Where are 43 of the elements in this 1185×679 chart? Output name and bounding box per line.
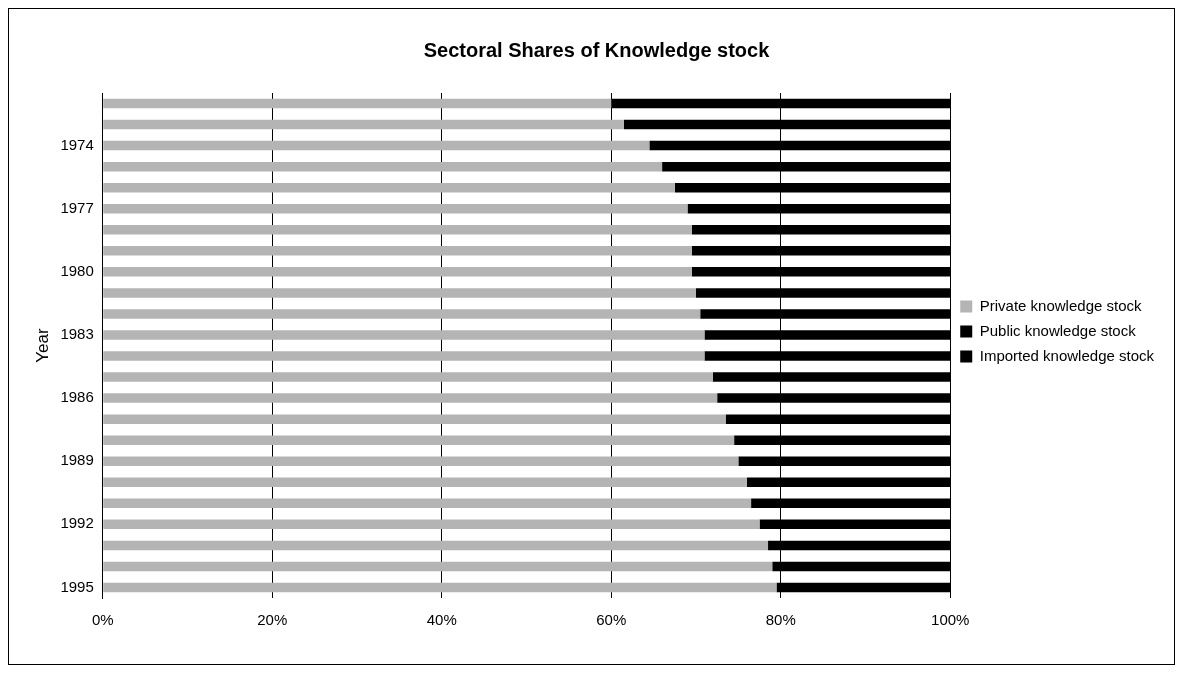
x-tick-label: 80% [765, 611, 796, 629]
bar [103, 561, 773, 572]
bar [103, 456, 739, 466]
bar [103, 267, 692, 277]
y-axis-title: Year [32, 327, 52, 363]
y-tick-label: 1989 [60, 451, 94, 469]
bar [103, 225, 692, 235]
y-tick-label: 1974 [60, 135, 94, 153]
bar [103, 330, 705, 340]
bar [103, 393, 718, 403]
bar [103, 246, 692, 256]
bar [103, 498, 752, 509]
bar [103, 435, 735, 445]
bar [103, 372, 713, 382]
bar [103, 414, 726, 424]
bar [103, 119, 624, 130]
y-tick-label: 1995 [60, 577, 94, 595]
bar [103, 519, 760, 530]
x-tick-label: 40% [426, 611, 457, 629]
legend-label: Private knowledge stock [979, 296, 1142, 314]
bar [103, 182, 675, 193]
y-tick-label: 1983 [60, 325, 94, 343]
bar [103, 140, 650, 151]
y-tick-label: 1977 [60, 198, 94, 216]
bar [103, 351, 705, 361]
bar [103, 288, 696, 298]
bar [103, 204, 688, 214]
bar [103, 477, 747, 488]
x-tick-label: 0% [91, 611, 114, 629]
legend-label: Imported knowledge stock [979, 346, 1155, 364]
y-tick-label: 1980 [60, 261, 94, 279]
x-tick-label: 60% [596, 611, 627, 629]
bar [103, 309, 701, 319]
x-tick-label: 20% [257, 611, 288, 629]
bar [103, 582, 777, 593]
legend-label: Public knowledge stock [979, 321, 1137, 339]
y-tick-label: 1992 [60, 514, 94, 532]
x-tick-label: 100% [931, 611, 970, 629]
bar [103, 540, 769, 551]
bar [103, 161, 663, 172]
y-tick-label: 1986 [60, 388, 94, 406]
chart-title: Sectoral Shares of Knowledge stock [423, 38, 771, 61]
bar [103, 98, 612, 109]
